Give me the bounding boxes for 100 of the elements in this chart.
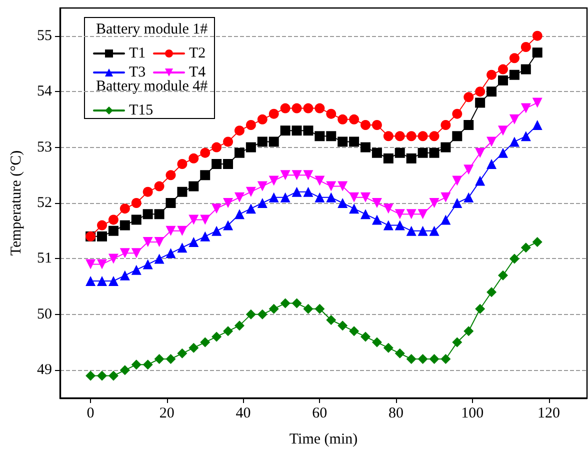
point bbox=[246, 142, 256, 152]
point bbox=[486, 159, 497, 169]
point bbox=[200, 148, 210, 158]
point bbox=[177, 226, 188, 236]
point bbox=[498, 126, 508, 136]
point bbox=[372, 148, 382, 158]
point bbox=[86, 276, 96, 286]
point bbox=[212, 226, 222, 236]
point bbox=[154, 237, 164, 247]
point bbox=[509, 114, 520, 124]
legend-label: T1 bbox=[129, 46, 146, 62]
point bbox=[97, 276, 108, 286]
point bbox=[440, 142, 451, 152]
point bbox=[406, 354, 416, 364]
point bbox=[108, 214, 118, 225]
point bbox=[338, 136, 348, 147]
point bbox=[326, 108, 336, 119]
point bbox=[280, 170, 290, 180]
point bbox=[177, 186, 188, 197]
y-tick-label: 49 bbox=[37, 362, 52, 378]
point bbox=[200, 231, 210, 242]
point bbox=[188, 214, 199, 225]
point bbox=[280, 298, 290, 308]
point bbox=[257, 309, 268, 320]
point bbox=[234, 148, 244, 158]
y-tick-label: 50 bbox=[37, 306, 52, 322]
point bbox=[166, 248, 176, 258]
point bbox=[131, 264, 142, 275]
point bbox=[532, 237, 542, 247]
point bbox=[394, 131, 405, 142]
point bbox=[108, 254, 118, 264]
point bbox=[360, 142, 371, 152]
point bbox=[429, 226, 440, 236]
point bbox=[360, 332, 371, 342]
y-tick-label: 52 bbox=[37, 195, 52, 211]
point bbox=[234, 320, 244, 331]
point bbox=[498, 64, 508, 74]
x-tick-label: 0 bbox=[86, 406, 94, 422]
point bbox=[131, 198, 142, 208]
point bbox=[383, 204, 394, 214]
point bbox=[280, 126, 290, 136]
x-tick-label: 40 bbox=[236, 406, 251, 422]
point bbox=[303, 304, 314, 314]
point bbox=[120, 270, 130, 280]
point bbox=[154, 354, 164, 364]
point bbox=[520, 103, 531, 114]
point bbox=[383, 131, 394, 142]
point bbox=[142, 259, 153, 270]
point bbox=[520, 42, 531, 52]
point bbox=[452, 337, 462, 348]
point bbox=[475, 304, 486, 314]
point bbox=[120, 220, 130, 230]
point bbox=[475, 98, 486, 108]
point bbox=[349, 192, 360, 202]
point bbox=[394, 348, 405, 358]
point bbox=[475, 176, 486, 186]
point bbox=[326, 192, 336, 202]
point bbox=[360, 192, 371, 202]
point bbox=[108, 276, 118, 286]
point bbox=[406, 153, 416, 164]
point bbox=[212, 159, 222, 169]
point bbox=[532, 30, 542, 41]
point bbox=[154, 254, 164, 264]
point bbox=[212, 204, 222, 214]
point bbox=[86, 370, 96, 381]
point bbox=[268, 304, 279, 314]
point bbox=[200, 170, 210, 180]
point bbox=[498, 270, 508, 280]
point bbox=[223, 326, 234, 336]
point bbox=[120, 204, 130, 214]
point bbox=[498, 75, 508, 86]
point bbox=[292, 103, 302, 114]
point bbox=[475, 148, 486, 158]
legend-label: T2 bbox=[189, 46, 206, 62]
point bbox=[212, 142, 222, 152]
point bbox=[234, 126, 244, 136]
point bbox=[120, 248, 130, 258]
point bbox=[532, 48, 542, 58]
point bbox=[360, 209, 371, 220]
point bbox=[188, 153, 199, 164]
point bbox=[440, 214, 451, 225]
point bbox=[418, 131, 428, 142]
point bbox=[452, 176, 462, 186]
annotation: Battery module 1# bbox=[96, 22, 208, 38]
point bbox=[280, 103, 290, 114]
point bbox=[418, 148, 428, 158]
x-axis-title: Time (min) bbox=[289, 432, 358, 448]
point bbox=[372, 337, 382, 348]
point bbox=[188, 342, 199, 353]
point bbox=[257, 136, 268, 147]
point bbox=[292, 170, 302, 180]
point bbox=[120, 365, 130, 376]
point bbox=[200, 214, 210, 225]
x-tick-label: 60 bbox=[312, 406, 328, 422]
point bbox=[464, 192, 474, 202]
point bbox=[166, 226, 176, 236]
point bbox=[314, 176, 325, 186]
point bbox=[338, 114, 348, 124]
y-tick-label: 55 bbox=[37, 28, 52, 44]
point bbox=[486, 136, 497, 147]
